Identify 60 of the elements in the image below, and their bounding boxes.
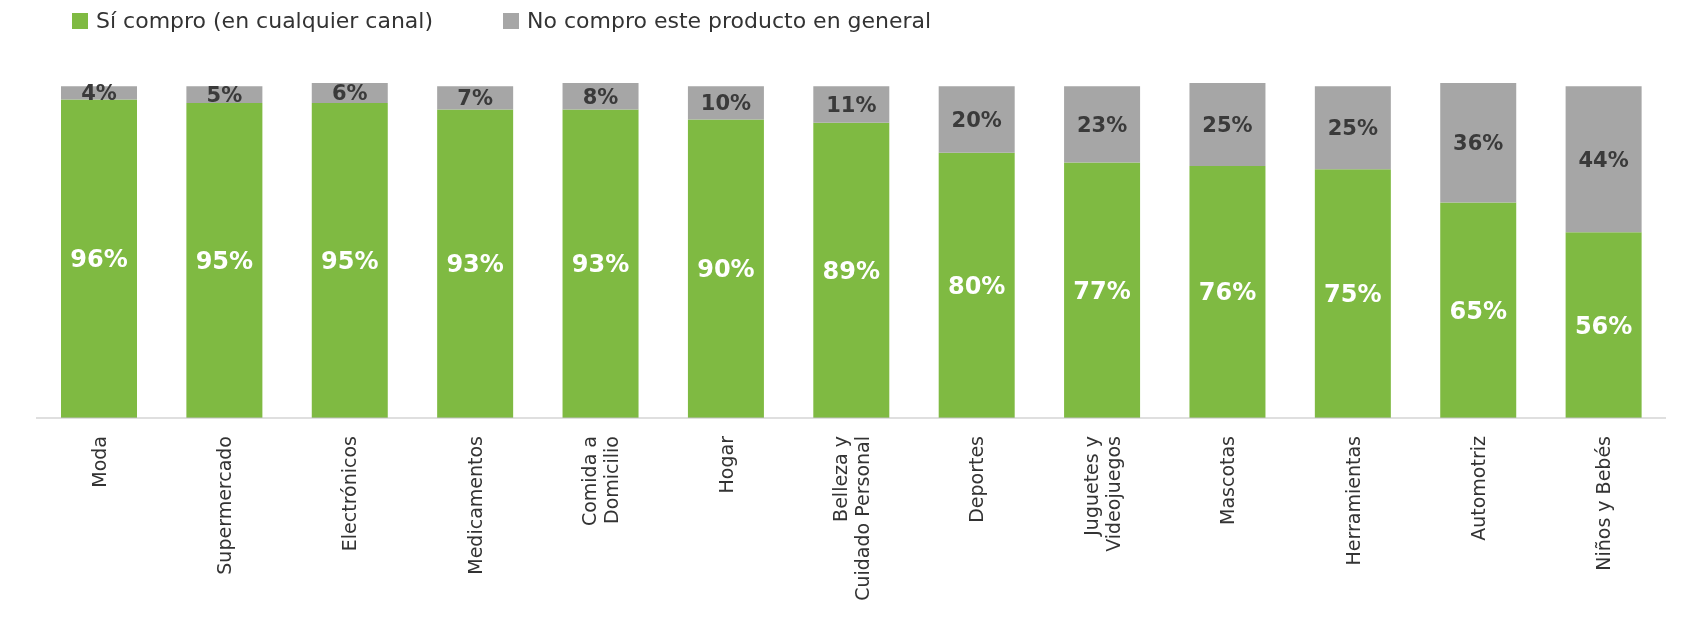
data-label: 56% <box>1574 311 1633 340</box>
data-label: 44% <box>1578 147 1629 172</box>
data-label: 20% <box>951 107 1002 132</box>
bar <box>186 102 263 418</box>
data-label: 65% <box>1449 296 1507 325</box>
data-label: 25% <box>1202 112 1253 137</box>
bar <box>311 102 388 418</box>
data-label: 95% <box>195 246 254 275</box>
bar <box>1565 86 1642 233</box>
bar <box>1440 202 1517 418</box>
x-tick-label: Medicamentos <box>463 436 486 575</box>
x-tick-label: Belleza y Cuidado Personal <box>829 436 873 601</box>
x-tick-label: Electrónicos <box>338 436 361 552</box>
bar <box>1189 83 1266 166</box>
data-label: 4% <box>81 81 117 106</box>
x-tick-label: Supermercado <box>213 436 236 575</box>
x-tick-label: Comida a Domicilio <box>578 436 623 527</box>
bar <box>61 99 137 418</box>
data-label: 23% <box>1076 112 1128 137</box>
bar <box>938 152 1015 418</box>
data-label: 25% <box>1327 116 1378 141</box>
data-label: 10% <box>700 91 752 116</box>
x-tick-label: Mascotas <box>1216 436 1239 525</box>
bar <box>1064 86 1141 163</box>
bar <box>562 109 639 418</box>
data-label: 93% <box>571 250 630 279</box>
x-tick-label: Moda <box>87 436 110 488</box>
bar <box>1189 165 1266 418</box>
data-label: 7% <box>457 86 493 111</box>
legend-label: No compro este producto en general <box>526 8 932 33</box>
x-tick-label: Automotriz <box>1466 435 1489 541</box>
data-label: 77% <box>1073 276 1131 305</box>
x-tick-label: Niños y Bebés <box>1592 436 1615 571</box>
bar <box>813 122 890 418</box>
data-label: 96% <box>70 245 128 274</box>
x-tick-label: Juguetes y Videojuegos <box>1079 436 1124 552</box>
bar <box>437 109 514 418</box>
data-label: 90% <box>697 255 755 284</box>
data-label: 76% <box>1198 278 1257 307</box>
data-label: 11% <box>826 93 877 118</box>
bar <box>1440 83 1517 203</box>
data-label: 36% <box>1453 131 1504 156</box>
bar <box>1314 169 1391 418</box>
data-label: 5% <box>206 83 243 108</box>
bar <box>1064 162 1141 418</box>
data-label: 80% <box>947 271 1006 300</box>
legend-label: Sí compro (en cualquier canal) <box>95 8 434 33</box>
data-label: 6% <box>331 81 368 106</box>
bar <box>687 119 764 418</box>
bar <box>1314 86 1391 170</box>
data-label: 89% <box>822 256 881 285</box>
data-label: 75% <box>1324 280 1382 309</box>
x-tick-label: Herramientas <box>1341 436 1364 566</box>
data-label: 95% <box>321 246 379 275</box>
data-label: 8% <box>582 84 619 109</box>
bar <box>1565 232 1642 418</box>
x-tick-label: Deportes <box>965 436 988 523</box>
x-tick-label: Hogar <box>714 435 737 494</box>
bar <box>938 86 1015 153</box>
data-label: 93% <box>446 250 504 279</box>
